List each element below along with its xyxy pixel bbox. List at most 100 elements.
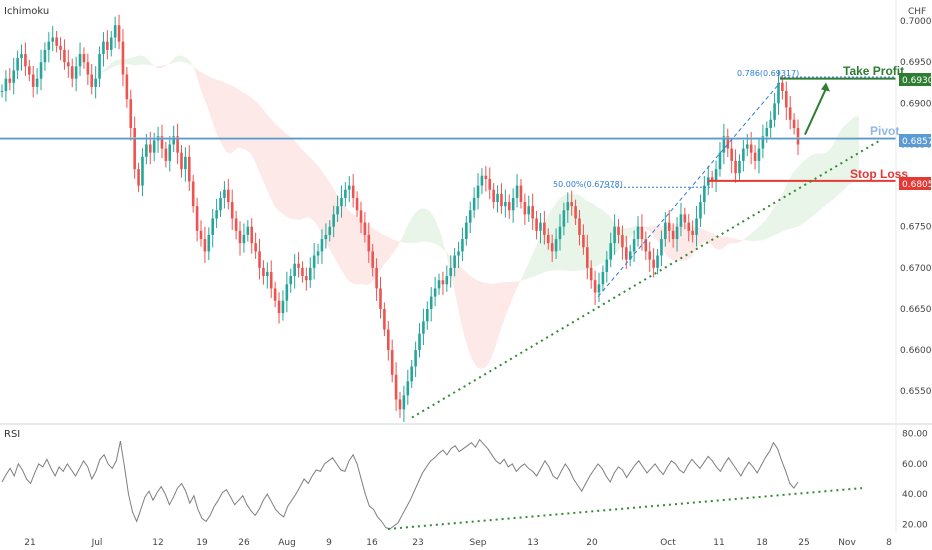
cloud-segment	[320, 169, 325, 240]
candle-body	[254, 243, 257, 252]
candle-body	[781, 82, 784, 92]
candle-body	[285, 284, 289, 301]
cloud-segment	[835, 132, 840, 198]
cloud-segment	[211, 77, 216, 130]
candle-body	[488, 179, 492, 190]
cloud-segment	[812, 153, 816, 217]
cloud-segment	[523, 266, 528, 281]
candle-body	[67, 62, 70, 67]
candle-body	[613, 226, 616, 244]
candle-body	[554, 239, 558, 252]
candle-body	[769, 119, 772, 129]
cloud-segment	[296, 143, 301, 220]
candle-body	[675, 226, 679, 240]
candle-body	[570, 202, 573, 207]
candle-body	[347, 185, 351, 190]
candle-body	[230, 202, 234, 219]
candle-body	[113, 25, 117, 38]
cloud-segment	[199, 71, 204, 97]
candle-body	[644, 239, 648, 252]
cloud-segment	[511, 281, 516, 301]
cloud-segment	[113, 59, 118, 67]
candle-body	[738, 160, 741, 174]
cloud-segment	[484, 282, 489, 369]
time-tick-label: 19	[196, 538, 208, 548]
candle-body	[47, 41, 51, 50]
cloud-segment	[761, 220, 766, 241]
candle-body	[585, 247, 589, 268]
cloud-segment	[531, 248, 536, 278]
cloud-segment	[117, 59, 122, 66]
cloud-segment	[168, 60, 173, 65]
cloud-segment	[827, 147, 832, 204]
cloud-segment	[398, 237, 403, 246]
cloud-segment	[226, 83, 231, 154]
candle-body	[515, 185, 519, 198]
candle-body	[180, 152, 183, 170]
price-tick-label: 0.65500	[900, 387, 932, 397]
candle-body	[121, 41, 125, 75]
time-tick-label: Sep	[470, 538, 487, 548]
candle-body	[82, 53, 86, 63]
candle-body	[273, 288, 277, 301]
candle-body	[722, 136, 726, 153]
candle-body	[31, 74, 35, 87]
candle-body	[609, 243, 613, 260]
cloud-segment	[749, 231, 754, 242]
rsi-tick-label: 20.00	[902, 520, 928, 530]
cloud-segment	[527, 257, 532, 279]
cloud-segment	[328, 180, 333, 254]
candle-body	[375, 267, 378, 289]
candle-body	[550, 243, 554, 252]
candle-body	[51, 37, 55, 42]
candle-body	[449, 267, 453, 277]
candle-body	[176, 136, 179, 153]
candle-body	[589, 267, 593, 281]
cloud-segment	[624, 227, 629, 243]
cloud-segment	[815, 153, 820, 214]
candle-body	[433, 288, 437, 297]
time-tick-label: 11	[713, 538, 724, 548]
candle-body	[363, 222, 367, 235]
cloud-segment	[667, 224, 672, 261]
cloud-segment	[453, 258, 457, 303]
candle-body	[215, 210, 218, 219]
candle-body	[207, 234, 211, 252]
cloud-segment	[406, 220, 411, 244]
cloud-segment	[437, 224, 442, 248]
candle-body	[351, 185, 355, 198]
candle-body	[784, 91, 788, 108]
cloud-segment	[776, 197, 781, 235]
time-tick-label: Nov	[838, 538, 856, 548]
cloud-segment	[535, 239, 539, 277]
time-tick-label: 13	[527, 538, 538, 548]
cloud-segment	[831, 140, 836, 201]
cloud-segment	[851, 116, 855, 184]
cloud-segment	[847, 119, 852, 187]
candle-body	[394, 374, 398, 400]
candle-body	[710, 177, 714, 182]
cloud-segment	[289, 135, 294, 220]
candle-body	[788, 107, 792, 120]
candle-body	[238, 230, 242, 244]
candle-body	[617, 226, 620, 235]
cloud-segment	[495, 282, 500, 346]
cloud-segment	[129, 57, 134, 66]
cloud-segment	[195, 67, 200, 86]
candle-body	[63, 49, 66, 63]
cloud-segment	[538, 228, 543, 275]
cloud-segment	[570, 194, 575, 272]
time-axis: 21 Jul 12 19 26 Aug 9 16 23 Sep 13 20 Oct 11 18 25 Nov 8	[24, 538, 892, 548]
cloud-segment	[156, 65, 161, 69]
candle-body	[687, 222, 691, 231]
candle-body	[574, 206, 577, 219]
candle-body	[390, 350, 394, 375]
candle-body	[500, 193, 503, 207]
candle-body	[745, 144, 749, 149]
time-tick-label: Aug	[278, 538, 296, 548]
candle-body	[4, 78, 8, 92]
candle-body	[172, 136, 175, 145]
cloud-segment	[203, 73, 208, 107]
